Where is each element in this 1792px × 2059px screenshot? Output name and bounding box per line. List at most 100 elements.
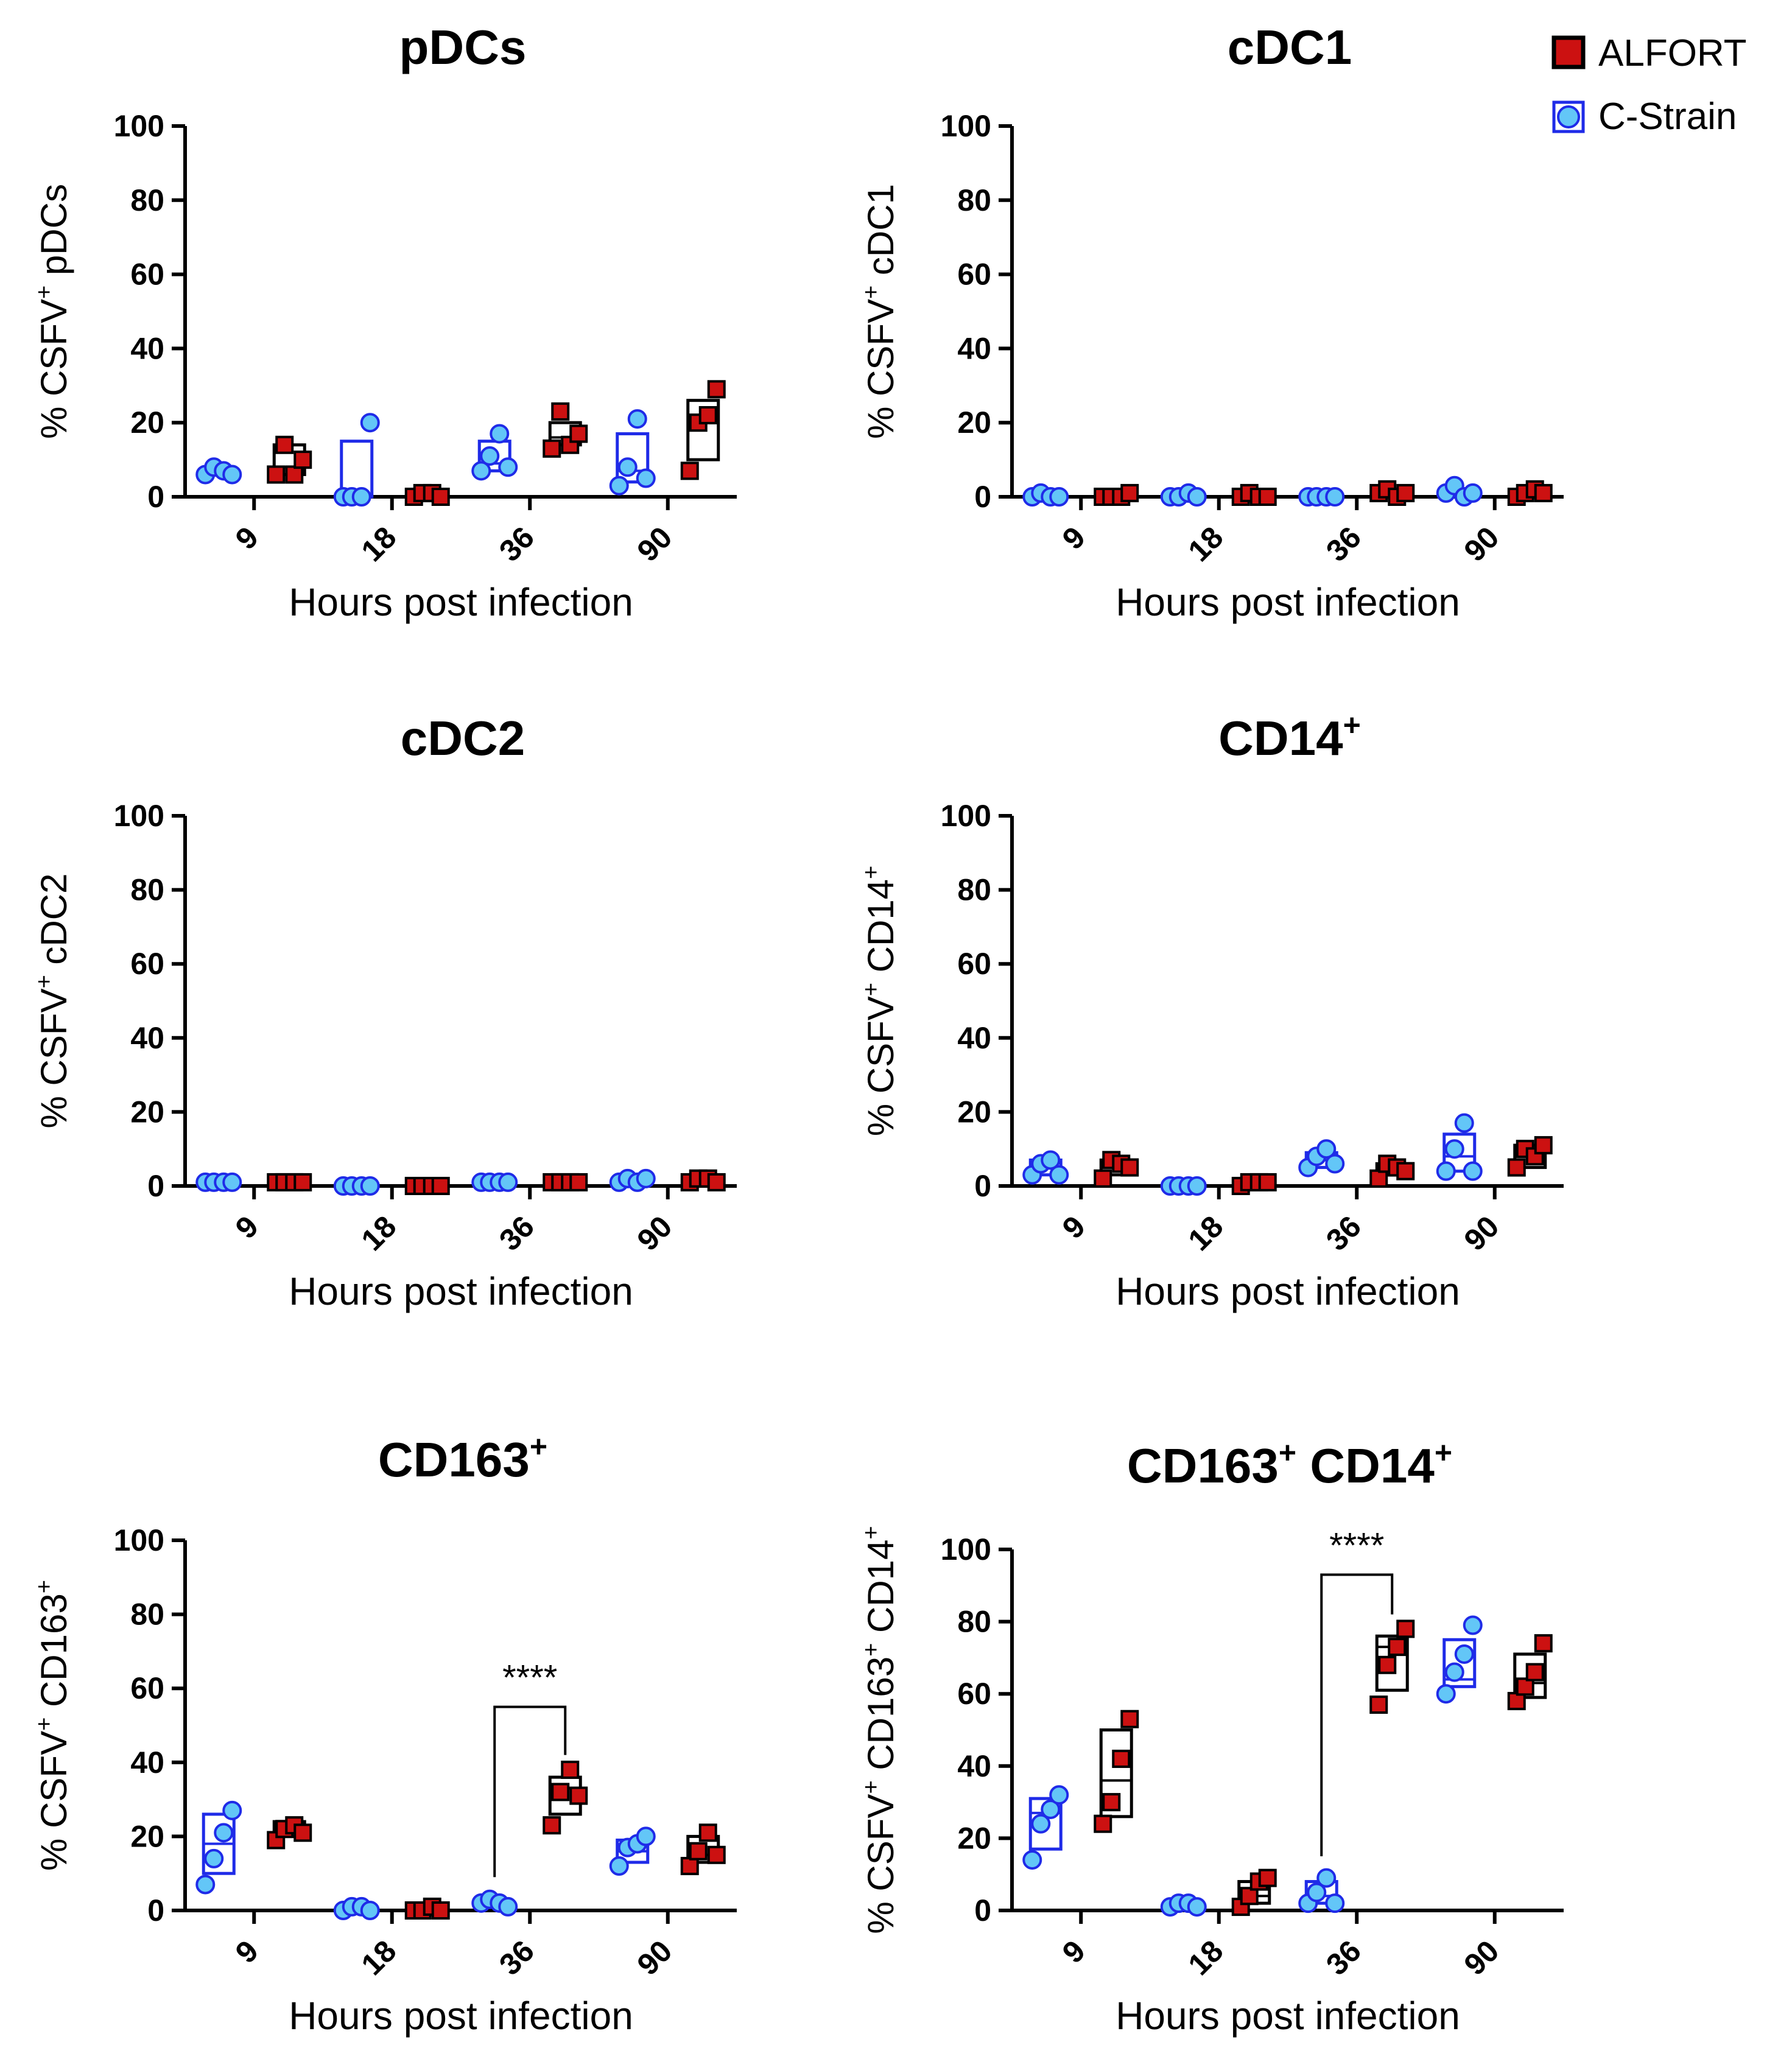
x-axis-label: Hours post infection	[1116, 1994, 1460, 2038]
y-axis-label-main: % CSFV	[33, 1731, 74, 1871]
alfort-point	[1369, 1695, 1388, 1714]
cstrain-point	[195, 1875, 216, 1895]
x-axis-label: Hours post infection	[289, 1269, 633, 1313]
y-tick-label: 20	[957, 1095, 991, 1129]
alfort-box	[1513, 1652, 1547, 1699]
y-tick-label: 0	[147, 480, 164, 514]
cstrain-point	[360, 1901, 380, 1920]
legend-alfort-label: ALFORT	[1598, 32, 1746, 74]
cstrain-point	[1187, 1897, 1207, 1917]
alfort-point	[1378, 1655, 1397, 1674]
alfort-point	[569, 424, 588, 443]
chart-title-sup: +	[530, 1429, 547, 1464]
significance-label: ****	[502, 1658, 557, 1698]
alfort-point	[569, 1173, 588, 1191]
y-tick-label: 40	[130, 331, 164, 365]
alfort-point	[1258, 488, 1277, 506]
significance-bracket	[1320, 1573, 1394, 1857]
alfort-point	[293, 1173, 312, 1191]
alfort-point	[431, 1901, 450, 1920]
cstrain-point	[1041, 1799, 1061, 1819]
alfort-point	[1534, 483, 1553, 502]
y-tick-label: 80	[957, 1605, 991, 1639]
y-axis-label-sup: +	[859, 1780, 884, 1794]
cstrain-point	[1316, 1139, 1337, 1159]
y-tick-label: 20	[130, 1095, 164, 1129]
x-tick-label: 9	[1056, 520, 1092, 556]
cstrain-point	[1325, 1154, 1345, 1174]
y-axis-label-rest: pDCs	[33, 184, 74, 286]
y-tick-label: 40	[957, 1749, 991, 1783]
y-axis-label-rest: cDC2	[33, 874, 74, 975]
chart-title-main: CD163	[378, 1433, 530, 1487]
alfort-point	[543, 439, 561, 458]
cstrain-point	[490, 424, 510, 444]
chart-title-sup2: +	[1435, 1436, 1452, 1470]
chart-title-sup: +	[1343, 708, 1361, 742]
y-tick-label: 80	[130, 1598, 164, 1632]
x-tick-label: 18	[355, 520, 403, 568]
cstrain-point	[360, 413, 380, 433]
chart-title: CD163+	[378, 1429, 547, 1487]
alfort-point	[689, 1842, 708, 1861]
cstrain-point	[222, 1800, 242, 1820]
cstrain-point	[222, 465, 242, 485]
y-tick-label: 0	[974, 1893, 991, 1927]
y-axis-label-sup3: +	[859, 1526, 884, 1539]
cstrain-point	[204, 1848, 224, 1868]
chart-title: cDC2	[401, 711, 525, 765]
cstrain-point	[1316, 1868, 1337, 1888]
x-tick-label: 18	[355, 1209, 403, 1257]
y-axis-label-main: % CSFV	[860, 299, 901, 439]
alfort-point	[1525, 1663, 1544, 1682]
y-tick-label: 80	[957, 873, 991, 907]
alfort-point	[1094, 1169, 1112, 1188]
alfort-point	[1396, 1162, 1415, 1180]
cstrain-point	[1454, 1644, 1474, 1664]
alfort-point	[1112, 1749, 1131, 1768]
alfort-point	[698, 406, 717, 425]
x-tick-label: 90	[1458, 520, 1506, 568]
alfort-point	[698, 1823, 717, 1842]
x-axis-label: Hours post infection	[1116, 580, 1460, 624]
y-tick-label: 40	[130, 1021, 164, 1055]
x-axis-label: Hours post infection	[1116, 1269, 1460, 1313]
alfort-point	[431, 488, 450, 506]
legend: ALFORT C-Strain	[1551, 32, 1746, 138]
chart-title-rest: CD14	[1296, 1439, 1435, 1493]
chart-title: cDC1	[1228, 20, 1352, 74]
x-tick-label: 36	[1319, 520, 1368, 568]
alfort-point	[285, 465, 304, 484]
alfort-point	[707, 1845, 726, 1864]
y-tick-label: 80	[130, 873, 164, 907]
x-tick-label: 36	[493, 1209, 541, 1257]
y-axis-label-sup2: +	[32, 1580, 57, 1593]
y-tick-label: 20	[957, 1821, 991, 1855]
alfort-point	[1396, 1619, 1415, 1638]
y-axis-label-sup2: +	[859, 866, 884, 879]
x-tick-label: 36	[493, 1934, 541, 1982]
y-tick-label: 100	[114, 109, 164, 143]
alfort-point	[543, 1816, 561, 1835]
y-tick-label: 80	[957, 183, 991, 217]
cstrain-point	[609, 475, 629, 496]
cstrain-point	[1049, 1785, 1069, 1805]
alfort-point	[1240, 1887, 1259, 1906]
legend-alfort-marker	[1551, 35, 1586, 69]
alfort-point	[1258, 1868, 1277, 1887]
alfort-point	[707, 380, 726, 399]
y-tick-label: 40	[130, 1745, 164, 1780]
cstrain-point	[480, 446, 500, 466]
x-tick-label: 36	[1319, 1209, 1368, 1257]
x-tick-label: 18	[355, 1934, 403, 1982]
cstrain-point	[1454, 1113, 1474, 1133]
chart-title-main: CD163	[1127, 1439, 1279, 1493]
y-tick-label: 0	[147, 1893, 164, 1927]
y-tick-label: 100	[114, 1523, 164, 1557]
cstrain-point	[1307, 1882, 1327, 1903]
legend-cstrain-label: C-Strain	[1598, 96, 1737, 138]
x-axis-label: Hours post infection	[289, 580, 633, 624]
significance-label: ****	[1329, 1526, 1384, 1566]
